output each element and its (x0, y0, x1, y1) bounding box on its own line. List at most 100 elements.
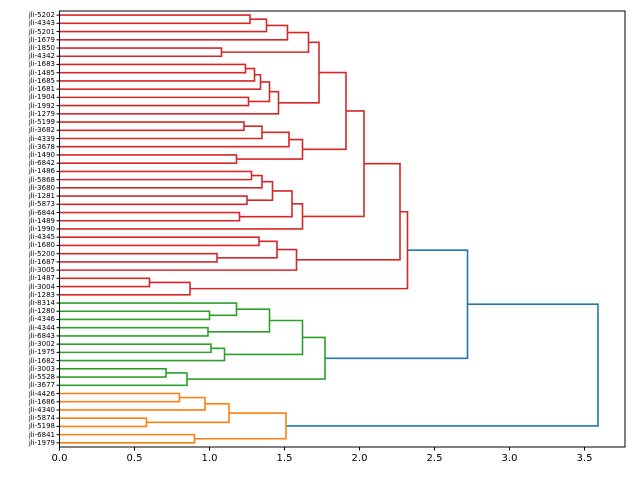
leaf-label: jli-5201 (28, 27, 55, 36)
dendrogram-link (208, 308, 271, 333)
dendrogram-link (59, 63, 247, 74)
dendrogram-link (59, 90, 280, 115)
leaf-label: jli-5528 (28, 373, 55, 382)
dendrogram-link (59, 326, 209, 337)
leaf-label: jli-1490 (28, 150, 55, 159)
dendrogram-link (248, 81, 271, 103)
x-tick-label: 1.5 (276, 452, 293, 464)
leaf-label: jli-1279 (28, 109, 55, 118)
dendrogram-link (59, 343, 212, 354)
leaf-label: jli-4340 (28, 405, 55, 414)
dendrogram-link (59, 96, 250, 107)
dendrogram-link (59, 302, 238, 317)
leaf-label: jli-5874 (28, 414, 55, 423)
dendrogram-link (217, 240, 278, 259)
dendrogram-link (247, 180, 274, 201)
dendrogram-link (59, 252, 218, 263)
dendrogram-link (59, 174, 263, 189)
x-tick-label: 0.0 (51, 452, 68, 464)
dendrogram-link (187, 336, 326, 380)
dendrogram-link (59, 433, 196, 444)
dendrogram-link (59, 195, 248, 206)
leaf-label: jli-4343 (28, 19, 55, 28)
leaf-label: jli-5202 (28, 11, 55, 20)
leaf-label: jli-1682 (28, 356, 55, 365)
leaf-label: jli-6841 (28, 430, 55, 439)
dendrogram-link (236, 138, 304, 160)
dendrogram-link (59, 248, 298, 271)
leaf-label: jli-6844 (28, 208, 55, 217)
leaf-label: jli-3003 (28, 364, 55, 373)
dendrogram-link (59, 47, 223, 58)
x-tick-label: 0.5 (126, 452, 143, 464)
dendrogram-link (325, 249, 469, 360)
dendrogram-link (59, 131, 290, 148)
dendrogram-link (194, 412, 287, 440)
leaf-label: jli-3682 (28, 126, 55, 135)
leaf-label: jli-1487 (28, 274, 55, 283)
leaf-label: jli-1485 (28, 68, 55, 77)
leaf-label: jli-3678 (28, 142, 55, 151)
x-tick-label: 2.0 (351, 452, 368, 464)
dendrogram-link (59, 236, 260, 247)
leaf-label: jli-4344 (28, 323, 55, 332)
leaf-label: jli-1990 (28, 224, 55, 233)
leaf-label: jli-6842 (28, 159, 55, 168)
leaf-label: jli-1486 (28, 167, 55, 176)
leaf-label: jli-1681 (28, 85, 55, 94)
leaf-label: jli-1687 (28, 257, 55, 266)
dendrogram-link (59, 73, 262, 90)
dendrogram-link (59, 396, 206, 411)
leaf-label: jli-1679 (28, 35, 55, 44)
dendrogram-link (286, 303, 599, 427)
leaf-label: jli-1283 (28, 290, 55, 299)
leaf-label: jli-5873 (28, 200, 55, 209)
x-tick-label: 2.5 (426, 452, 443, 464)
leaf-label: jli-3002 (28, 340, 55, 349)
leaf-label: jli-5198 (28, 422, 55, 431)
leaf-label: jli-3004 (28, 282, 55, 291)
dendrogram-link (59, 202, 304, 230)
dendrogram-link (239, 190, 293, 218)
leaf-label: jli-5200 (28, 249, 55, 258)
dendrogram-link (59, 154, 238, 164)
leaf-label: jli-3677 (28, 381, 55, 390)
leaf-label: jli-1489 (28, 216, 55, 225)
dendrogram-link (59, 24, 289, 41)
x-tick-label: 3.0 (501, 452, 518, 464)
dendrogram-link (59, 392, 181, 403)
leaf-label: jli-1992 (28, 101, 55, 110)
dendrogram-link (224, 319, 304, 356)
leaf-label: jli-1850 (28, 44, 55, 52)
dendrogram-link (59, 121, 245, 132)
dendrogram-link (59, 67, 256, 82)
dendrogram-link (59, 347, 226, 362)
leaf-label: jli-4342 (28, 52, 55, 61)
x-tick-label: 3.5 (576, 452, 593, 464)
dendrogram-link (59, 170, 253, 181)
dendrogram-link (59, 310, 211, 321)
leaf-label: jli-1686 (28, 397, 55, 406)
leaf-label: jli-6843 (28, 331, 55, 340)
leaf-label: jli-1683 (28, 60, 55, 69)
dendrogram-link (59, 125, 263, 140)
dendrogram-link (221, 31, 310, 53)
dendrogram-link (302, 71, 347, 151)
dendrogram-link (278, 41, 320, 104)
leaf-label: jli-1685 (28, 76, 55, 85)
dendrogram-link (59, 14, 251, 25)
leaf-label: jli-5199 (28, 118, 55, 127)
dendrogram-link (59, 18, 268, 33)
leaf-label: jli-4345 (28, 233, 55, 242)
dendrogram-link (302, 110, 365, 218)
dendrogram-link (190, 210, 409, 290)
leaf-label: jli-4346 (28, 315, 55, 324)
leaf-label: jli-1280 (28, 307, 55, 316)
leaf-label: jli-1281 (28, 192, 55, 201)
dendrogram-link (59, 277, 151, 288)
leaf-label: jli-4339 (28, 134, 55, 143)
dendrogram-link (59, 417, 148, 428)
leaf-label: jli-4426 (28, 389, 55, 398)
leaf-label: jli-1979 (28, 438, 55, 447)
